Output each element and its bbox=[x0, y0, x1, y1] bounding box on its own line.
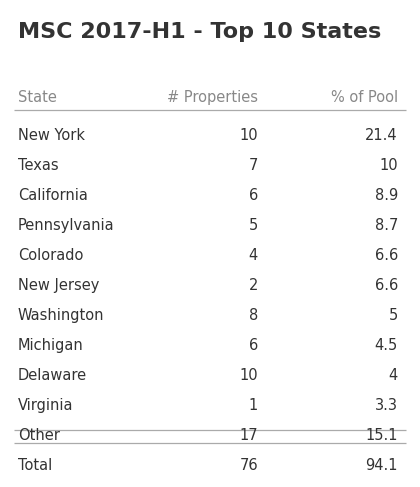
Text: 17: 17 bbox=[239, 428, 258, 443]
Text: 8: 8 bbox=[249, 308, 258, 323]
Text: 6: 6 bbox=[249, 338, 258, 353]
Text: Delaware: Delaware bbox=[18, 368, 87, 383]
Text: # Properties: # Properties bbox=[167, 90, 258, 105]
Text: 2: 2 bbox=[249, 278, 258, 293]
Text: 10: 10 bbox=[239, 368, 258, 383]
Text: 7: 7 bbox=[249, 158, 258, 173]
Text: 6.6: 6.6 bbox=[375, 278, 398, 293]
Text: Other: Other bbox=[18, 428, 60, 443]
Text: New York: New York bbox=[18, 128, 85, 143]
Text: California: California bbox=[18, 188, 88, 203]
Text: Pennsylvania: Pennsylvania bbox=[18, 218, 115, 233]
Text: Texas: Texas bbox=[18, 158, 59, 173]
Text: MSC 2017-H1 - Top 10 States: MSC 2017-H1 - Top 10 States bbox=[18, 22, 381, 42]
Text: 4: 4 bbox=[389, 368, 398, 383]
Text: 4: 4 bbox=[249, 248, 258, 263]
Text: 4.5: 4.5 bbox=[375, 338, 398, 353]
Text: 94.1: 94.1 bbox=[365, 458, 398, 473]
Text: Virginia: Virginia bbox=[18, 398, 74, 413]
Text: 21.4: 21.4 bbox=[365, 128, 398, 143]
Text: 6.6: 6.6 bbox=[375, 248, 398, 263]
Text: 6: 6 bbox=[249, 188, 258, 203]
Text: 5: 5 bbox=[389, 308, 398, 323]
Text: % of Pool: % of Pool bbox=[331, 90, 398, 105]
Text: 8.9: 8.9 bbox=[375, 188, 398, 203]
Text: Total: Total bbox=[18, 458, 52, 473]
Text: 15.1: 15.1 bbox=[365, 428, 398, 443]
Text: Colorado: Colorado bbox=[18, 248, 84, 263]
Text: 3.3: 3.3 bbox=[375, 398, 398, 413]
Text: State: State bbox=[18, 90, 57, 105]
Text: 10: 10 bbox=[379, 158, 398, 173]
Text: 10: 10 bbox=[239, 128, 258, 143]
Text: New Jersey: New Jersey bbox=[18, 278, 100, 293]
Text: Michigan: Michigan bbox=[18, 338, 84, 353]
Text: Washington: Washington bbox=[18, 308, 105, 323]
Text: 1: 1 bbox=[249, 398, 258, 413]
Text: 76: 76 bbox=[239, 458, 258, 473]
Text: 8.7: 8.7 bbox=[375, 218, 398, 233]
Text: 5: 5 bbox=[249, 218, 258, 233]
